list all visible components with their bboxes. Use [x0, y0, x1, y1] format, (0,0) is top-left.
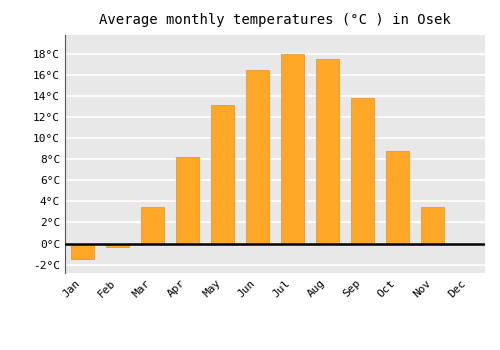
- Bar: [281, 54, 304, 244]
- Bar: [106, 244, 129, 247]
- Bar: [176, 157, 199, 244]
- Title: Average monthly temperatures (°C ) in Osek: Average monthly temperatures (°C ) in Os…: [99, 13, 451, 27]
- Bar: [386, 151, 409, 244]
- Bar: [211, 105, 234, 244]
- Bar: [421, 206, 444, 244]
- Bar: [141, 206, 164, 244]
- Bar: [246, 70, 269, 244]
- Bar: [71, 244, 94, 259]
- Bar: [351, 98, 374, 244]
- Bar: [316, 59, 339, 244]
